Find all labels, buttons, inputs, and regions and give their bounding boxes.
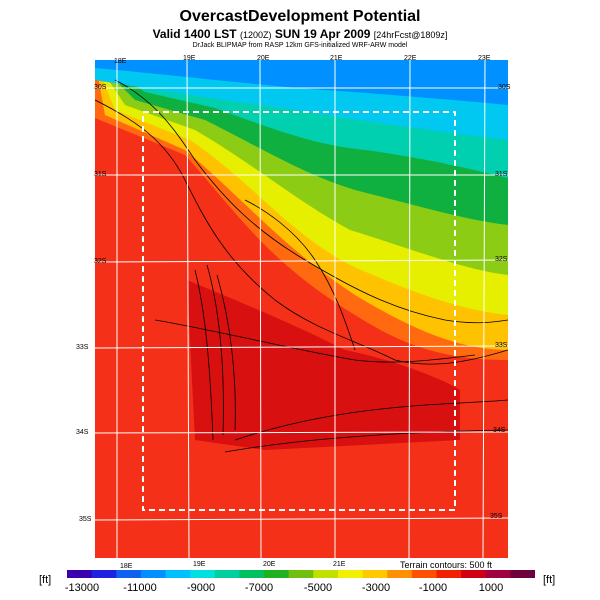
lon-label-bottom-20e: 20E — [263, 561, 276, 568]
colorbar-swatch — [91, 570, 117, 578]
lon-label-bottom-21e: 21E — [333, 561, 346, 568]
colorbar-swatch — [264, 570, 290, 578]
valid-main: Valid 1400 LST — [152, 27, 237, 41]
colorbar-swatch — [510, 570, 535, 578]
colorbar-swatch — [411, 570, 437, 578]
lat-label-left-34s: 34S — [76, 429, 89, 436]
colorbar-swatch — [461, 570, 487, 578]
unit-label-right: [ft] — [543, 574, 556, 586]
lat-label-left-31s: 31S — [94, 171, 107, 178]
chart-title: OvercastDevelopment Potential — [179, 8, 421, 25]
colorbar-swatch — [362, 570, 388, 578]
valid-date: SUN 19 Apr 2009 — [274, 27, 371, 41]
colorbar-tick: -11000 — [123, 582, 157, 594]
colorbar-tick: -1000 — [418, 582, 448, 594]
colorbar-swatch — [313, 570, 339, 578]
model-credit: DrJack BLIPMAP from RASP 12km GFS-initia… — [192, 42, 408, 49]
colorbar-tick: -13000 — [64, 582, 100, 594]
lon-label-bottom-19e: 19E — [193, 561, 206, 568]
lat-label-right-32s: 32S — [495, 256, 508, 263]
colorbar-swatch — [214, 570, 240, 578]
colorbar-swatch — [116, 570, 142, 578]
colorbar-tick: -7000 — [244, 582, 274, 594]
colorbar-swatch — [190, 570, 216, 578]
colorbar-tick: -9000 — [186, 582, 216, 594]
lon-label-top-20e: 20E — [257, 55, 270, 62]
colorbar-swatch — [387, 570, 413, 578]
lat-label-right-35s: 35S — [490, 513, 503, 520]
lon-label-top-23e: 23E — [478, 55, 491, 62]
colorbar-swatch — [140, 570, 167, 578]
lat-label-right-33s: 33S — [495, 342, 508, 349]
colorbar-swatch — [165, 570, 191, 578]
region-blue — [95, 60, 508, 105]
valid-utc: (1200Z) — [239, 30, 272, 40]
valid-time: Valid 1400 LST (1200Z) SUN 19 Apr 2009 [… — [0, 27, 600, 41]
colorbar-tick: 1000 — [478, 582, 504, 594]
lat-label-left-33s: 33S — [76, 344, 89, 351]
colorbar-swatch — [67, 570, 93, 578]
unit-label-left: [ft] — [39, 574, 52, 586]
lat-label-left-32s: 32S — [94, 258, 107, 265]
domain-boundary — [142, 111, 456, 511]
lon-label-top-18e: 18E — [114, 58, 127, 65]
terrain-contours — [95, 79, 508, 453]
lat-label-left-30s: 30S — [94, 84, 107, 91]
colorbar-tick: -5000 — [303, 582, 333, 594]
colorbar-swatch — [485, 570, 511, 578]
forecast-map — [95, 60, 508, 558]
forecast-info: [24hrFcst@1809z] — [373, 30, 448, 40]
lon-label-top-19e: 19E — [183, 55, 196, 62]
lon-label-bottom-18e: 18E — [120, 563, 133, 570]
terrain-contour-note: Terrain contours: 500 ft — [400, 560, 493, 570]
colorbar-swatch — [436, 570, 462, 578]
colorbar-swatch — [288, 570, 314, 578]
lat-label-right-31s: 31S — [495, 171, 508, 178]
graticule — [95, 60, 508, 558]
lat-label-right-34s: 34S — [493, 427, 506, 434]
lat-label-right-30s: 30S — [498, 84, 511, 91]
colorbar-tick: -3000 — [361, 582, 391, 594]
colorbar-swatch — [337, 570, 364, 578]
lat-label-left-35s: 35S — [79, 516, 92, 523]
colorbar — [67, 570, 535, 578]
lon-label-top-22e: 22E — [404, 55, 417, 62]
lon-label-top-21e: 21E — [330, 55, 343, 62]
colorbar-swatch — [239, 570, 265, 578]
